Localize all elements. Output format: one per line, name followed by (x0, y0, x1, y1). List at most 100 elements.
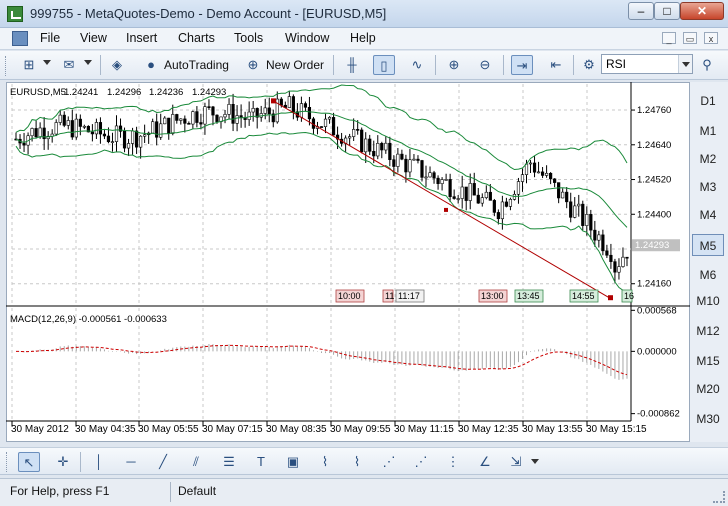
timeframe-button-m6[interactable]: M6 (699, 268, 717, 282)
chart-window[interactable] (6, 82, 690, 442)
candle-bullish (384, 142, 388, 151)
text-label-icon[interactable]: ▣ (286, 454, 300, 469)
timeframe-button-m5[interactable]: M5 (692, 234, 724, 256)
new-chart-dropdown-icon[interactable] (43, 60, 51, 65)
candle-bearish (118, 125, 123, 132)
candle-bearish (420, 160, 424, 178)
timeframe-button-m12[interactable]: M12 (696, 324, 720, 338)
timeframe-button-d1[interactable]: D1 (700, 94, 716, 108)
x-tick-label: 30 May 08:35 (266, 424, 327, 435)
equidistant-channel-icon[interactable]: ⫽ (193, 454, 199, 469)
candle-bearish (613, 261, 617, 273)
mdi-close-button[interactable]: x (704, 32, 718, 44)
search-icon[interactable]: ⚲ (702, 57, 712, 72)
menu-help[interactable]: Help (350, 31, 376, 45)
timeframe-button-m10[interactable]: M10 (696, 294, 720, 308)
candle-bullish (171, 114, 175, 134)
fibonacci-retracement-icon[interactable]: ☰ (223, 454, 235, 469)
fibonacci-fan-icon[interactable]: ⋰ (382, 454, 396, 469)
ohlc-value: 1.24241 (64, 87, 98, 98)
new-chart-icon[interactable]: ⊞ (23, 57, 35, 72)
auto-scroll-icon[interactable]: ⇥ (511, 55, 533, 75)
timeframe-button-m2[interactable]: M2 (699, 152, 717, 166)
minimize-button[interactable]: – (628, 2, 654, 20)
candle-bullish (528, 162, 533, 165)
candle-bearish (271, 113, 275, 123)
vertical-line-icon[interactable]: │ (94, 454, 104, 469)
candle-bearish (134, 130, 139, 148)
trendline-icon[interactable]: ╱ (159, 454, 167, 469)
indicators-gear-icon[interactable]: ⚙ (583, 57, 595, 72)
new-order-icon[interactable]: ⊕ (247, 57, 259, 72)
timeframe-button-m15[interactable]: M15 (696, 354, 720, 368)
horizontal-line-icon[interactable]: ─ (126, 454, 136, 469)
candle-bullish (38, 127, 42, 138)
y-tick-label: 1.24400 (637, 209, 671, 220)
profiles-dropdown-icon[interactable] (84, 60, 92, 65)
elliott-wave-icon[interactable]: ⌇ (321, 454, 329, 469)
menu-window[interactable]: Window (285, 31, 330, 45)
profiles-icon[interactable]: ✉ (63, 57, 75, 72)
mdi-restore-button[interactable]: ▭ (683, 32, 697, 44)
candle-bearish (589, 214, 593, 231)
candle-bearish (78, 118, 82, 127)
menu-insert[interactable]: Insert (126, 31, 158, 45)
zoom-in-icon[interactable]: ⊕ (448, 57, 460, 72)
chart-canvas[interactable]: 30 May 2012 30 May 04:35 30 May 05:55 30 Ma… (6, 82, 690, 442)
menu-charts[interactable]: Charts (178, 31, 215, 45)
candle-bearish (303, 103, 308, 108)
angle-icon[interactable]: ∠ (479, 454, 491, 469)
candle-bullish (544, 172, 549, 176)
close-button[interactable]: ✕ (680, 2, 724, 20)
chart-window-icon[interactable] (12, 31, 28, 46)
autotrading-icon[interactable]: ● (147, 57, 155, 72)
chart-shift-icon[interactable]: ⇤ (550, 57, 562, 72)
bollinger-upper-band (15, 84, 628, 171)
toolbar-grip[interactable] (5, 56, 8, 76)
timeframe-button-m30[interactable]: M30 (696, 412, 720, 426)
gann-fan-icon[interactable]: ⋰ (414, 454, 428, 469)
candle-bullish (456, 198, 460, 200)
menu-bar: File View Insert Charts Tools Window Hel… (0, 28, 728, 50)
timeframe-button-m1[interactable]: M1 (699, 124, 717, 138)
menu-view[interactable]: View (80, 31, 107, 45)
market-watch-icon[interactable]: ◈ (112, 57, 122, 72)
candle-bullish (74, 118, 78, 138)
candle-bearish (504, 201, 509, 207)
chevron-down-icon[interactable] (678, 55, 692, 73)
candle-bearish (356, 129, 360, 131)
timeframe-button-m3[interactable]: M3 (699, 180, 717, 194)
menu-tools[interactable]: Tools (234, 31, 264, 45)
indicator-select[interactable]: RSI (601, 54, 693, 74)
crosshair-icon[interactable]: ✛ (57, 454, 69, 469)
bar-chart-icon[interactable]: ╫ (347, 57, 357, 72)
x-tick-label: 30 May 15:15 (586, 424, 647, 435)
text-icon[interactable]: T (257, 454, 265, 469)
toolbar-grip[interactable] (6, 452, 9, 472)
candle-bullish (191, 111, 195, 125)
timeframe-button-m20[interactable]: M20 (696, 382, 720, 396)
candle-bearish (122, 131, 127, 149)
timeframe-button-m4[interactable]: M4 (699, 208, 717, 222)
zoom-out-icon[interactable]: ⊖ (479, 57, 491, 72)
cursor-icon[interactable]: ↖ (18, 452, 40, 472)
drawing-d-icon[interactable]: ⋮ (446, 454, 460, 469)
maximize-button[interactable]: □ (654, 2, 680, 20)
candlestick-chart-icon[interactable]: ▯ (373, 55, 395, 75)
candle-bullish (263, 107, 267, 114)
elliott-correction-icon[interactable]: ⌇ (353, 454, 361, 469)
line-studies-toolbar: ↖ ✛ │ ─ ╱ ⫽ ☰ T ▣ ⌇ ⌇ ⋰ ⋰ ⋮ ∠ ⇲ (0, 447, 728, 475)
candle-bullish (508, 199, 513, 207)
arrows-icon[interactable]: ⇲ (510, 454, 522, 469)
status-divider (170, 482, 171, 502)
mdi-minimize-button[interactable]: _ (662, 32, 676, 44)
arrows-dropdown-icon[interactable] (531, 459, 539, 464)
trendline (273, 100, 611, 299)
candle-bullish (46, 135, 50, 140)
new-order-button[interactable]: New Order (266, 58, 325, 72)
line-chart-icon[interactable]: ∿ (411, 57, 423, 72)
resize-grip-icon[interactable] (713, 491, 725, 503)
autotrading-button[interactable]: AutoTrading (164, 58, 229, 72)
candle-bearish (34, 128, 38, 138)
menu-file[interactable]: File (40, 31, 61, 45)
